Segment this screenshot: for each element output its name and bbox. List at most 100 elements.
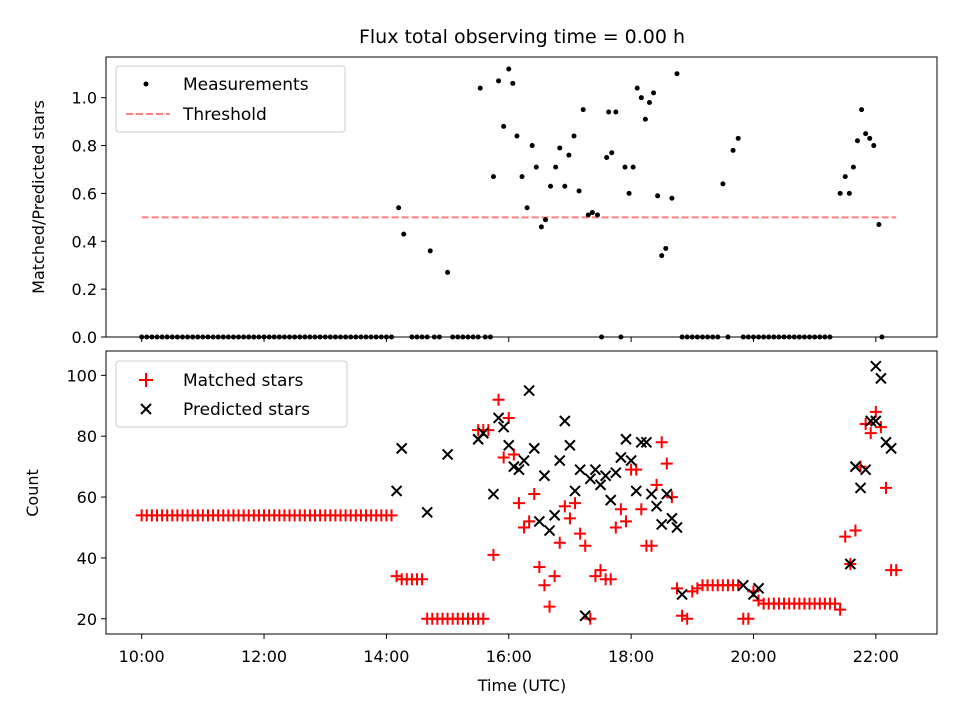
legend-measurements-marker [143,81,149,87]
measurement-point [205,334,211,340]
measurement-point [740,334,746,340]
measurement-point [609,150,615,156]
measurement-point [822,334,828,340]
measurement-point [169,334,175,340]
measurement-point [460,334,466,340]
measurement-point [651,90,657,96]
measurement-point [353,334,359,340]
predicted-star-point [610,467,622,479]
measurement-point [776,334,782,340]
matched-star-point [594,564,607,577]
measurement-point [317,334,323,340]
measurement-point [859,107,865,113]
matched-star-point [492,393,505,406]
matched-star-point [487,548,500,561]
measurement-point [383,334,389,340]
legend-measurements-label: Measurements [183,75,309,95]
measurement-point [618,334,624,340]
matched-star-point [665,491,678,504]
bottom-y-tick-label: 20 [77,610,97,629]
measurement-point [164,334,170,340]
matched-star-point [609,521,622,534]
predicted-star-point [564,439,576,452]
matched-star-point [507,448,520,461]
predicted-star-point [645,488,658,500]
bottom-plot-area [135,360,903,625]
measurement-point [327,334,333,340]
predicted-star-point [752,582,765,595]
measurement-point [144,334,150,340]
matched-star-point [523,515,536,528]
predicted-star-point [650,500,663,512]
measurement-point [490,174,496,180]
measurement-point [139,334,145,340]
measurement-point [725,334,731,340]
measurement-point [501,123,507,129]
predicted-star-point [421,506,433,518]
measurement-point [445,269,451,275]
predicted-star-point [620,433,632,445]
measurement-point [363,334,369,340]
measurement-point [388,334,394,340]
measurement-point [538,224,544,230]
measurement-point [730,147,736,153]
measurement-point [378,334,384,340]
measurement-point [524,205,530,211]
bottom-x-tick-label: 20:00 [730,647,776,666]
top-y-tick-label: 0.4 [72,232,97,251]
measurement-point [679,334,685,340]
measurement-point [185,334,191,340]
measurement-point [373,334,379,340]
measurement-point [585,212,591,218]
predicted-star-point [513,463,525,476]
legend-predicted-marker [140,403,152,415]
measurement-point [436,334,442,340]
top-y-tick-label: 0.2 [72,280,97,299]
figure-title: Flux total observing time = 0.00 h [359,26,685,48]
measurement-point [401,231,407,237]
measurement-point [674,71,680,77]
measurement-point [863,131,869,137]
measurement-point [589,210,595,216]
measurement-point [876,222,882,228]
measurement-point [854,138,860,144]
predicted-star-point [554,454,566,467]
matched-star-point [620,515,633,528]
bottom-x-tick-label: 16:00 [486,647,532,666]
bottom-y-tick-label: 40 [77,549,97,568]
measurement-point [626,190,632,196]
top-y-tick-label: 0.6 [72,184,97,203]
predicted-star-point [615,451,627,464]
measurement-point [236,334,242,340]
measurement-point [251,334,257,340]
predicted-star-point [543,524,556,537]
bottom-plot-frame [105,350,938,635]
top-legend-frame [115,65,346,133]
matched-star-point [839,530,852,543]
measurement-point [241,334,247,340]
measurement-point [781,334,787,340]
predicted-star-point [875,372,887,385]
measurement-point [225,334,231,340]
top-y-axis: 0.0 0.2 0.4 0.6 0.8 1.0 [72,89,106,347]
measurement-point [190,334,196,340]
predicted-star-point [518,454,530,467]
matched-star-point [548,570,561,583]
top-y-tick-label: 0.0 [72,328,97,347]
matched-star-point [558,500,571,513]
top-y-tick-label: 1.0 [72,89,97,108]
matched-star-point [874,421,887,434]
measurement-point [154,334,160,340]
predicted-star-point [508,460,520,473]
measurement-point [669,195,675,201]
measurement-point [409,334,415,340]
measurement-point [571,133,577,139]
measurement-point [292,334,298,340]
measurement-point [519,174,525,180]
predicted-star-point [548,509,561,522]
matched-star-point [482,424,495,437]
matched-star-point [502,411,515,424]
matched-star-point [864,427,877,440]
measurement-point [159,334,165,340]
matched-star-point [880,481,893,494]
